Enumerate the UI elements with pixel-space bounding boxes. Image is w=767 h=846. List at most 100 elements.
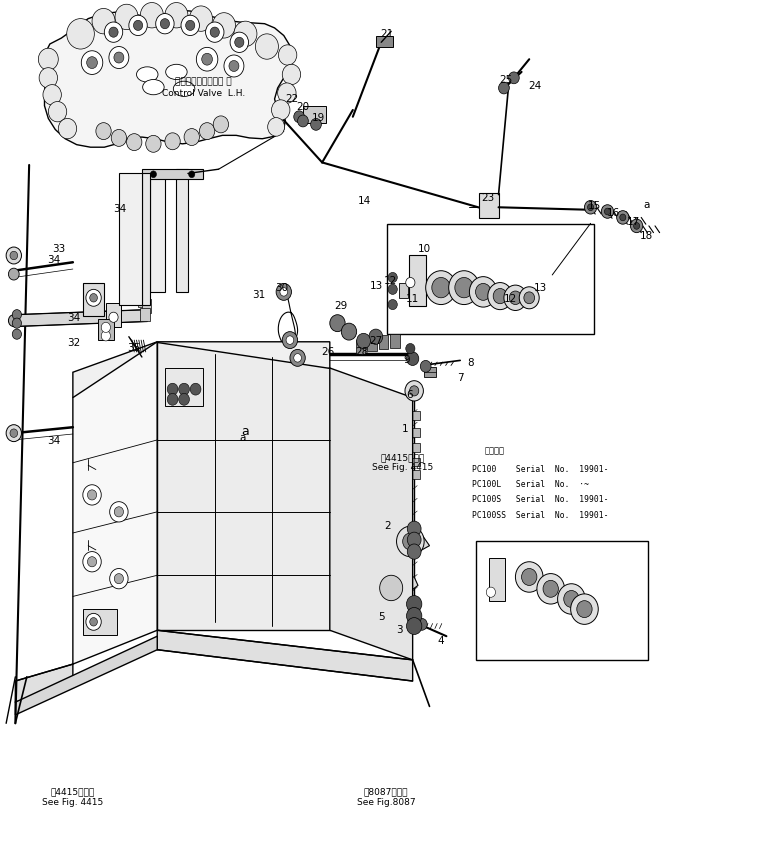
Circle shape (410, 386, 419, 396)
Circle shape (38, 48, 58, 70)
Circle shape (407, 532, 421, 547)
Circle shape (407, 607, 422, 624)
Circle shape (179, 393, 189, 405)
Circle shape (156, 14, 174, 34)
Circle shape (416, 618, 427, 630)
Text: 24: 24 (528, 81, 542, 91)
Circle shape (181, 15, 199, 36)
Circle shape (388, 272, 397, 283)
Text: PC100L   Serial  No.  ·~: PC100L Serial No. ·~ (472, 481, 589, 489)
Circle shape (290, 349, 305, 366)
Text: 33: 33 (52, 244, 66, 254)
Circle shape (127, 134, 142, 151)
Circle shape (432, 277, 450, 298)
Circle shape (420, 360, 431, 372)
Text: 30: 30 (275, 283, 288, 293)
Ellipse shape (143, 80, 164, 95)
Text: PC100S   Serial  No.  19901-: PC100S Serial No. 19901- (472, 496, 608, 504)
Circle shape (280, 288, 288, 296)
Text: コントロールバルブ 左: コントロールバルブ 左 (175, 78, 232, 86)
Text: 15: 15 (588, 201, 601, 212)
Bar (106, 303, 121, 327)
Circle shape (330, 315, 345, 332)
Circle shape (189, 171, 195, 178)
Circle shape (87, 57, 97, 69)
Text: 35: 35 (127, 343, 140, 353)
Circle shape (426, 271, 456, 305)
Circle shape (114, 507, 123, 517)
Bar (376, 36, 393, 47)
Circle shape (311, 118, 321, 130)
Bar (489, 558, 505, 601)
Circle shape (488, 283, 512, 310)
Circle shape (276, 283, 291, 300)
Bar (409, 428, 420, 437)
Circle shape (286, 336, 294, 344)
Circle shape (519, 287, 539, 309)
Circle shape (268, 118, 285, 136)
Bar (83, 283, 104, 316)
Circle shape (509, 291, 522, 305)
Ellipse shape (173, 81, 195, 96)
Circle shape (160, 19, 170, 29)
Circle shape (604, 208, 611, 215)
Circle shape (504, 285, 527, 310)
Bar (98, 319, 114, 340)
Bar (379, 335, 388, 349)
Circle shape (206, 22, 224, 42)
Text: 9: 9 (403, 355, 410, 365)
Circle shape (90, 618, 97, 626)
Polygon shape (42, 10, 291, 147)
Circle shape (380, 575, 403, 601)
Circle shape (146, 135, 161, 152)
Text: 34: 34 (47, 436, 61, 446)
Circle shape (278, 83, 296, 103)
Text: a: a (239, 433, 245, 443)
Text: 23: 23 (481, 193, 495, 203)
Circle shape (114, 574, 123, 584)
Circle shape (87, 557, 97, 567)
Bar (409, 443, 420, 452)
Polygon shape (142, 173, 150, 305)
Text: 20: 20 (296, 102, 310, 113)
Circle shape (12, 310, 21, 320)
Circle shape (12, 329, 21, 339)
Circle shape (92, 8, 115, 34)
Circle shape (558, 584, 585, 614)
Bar (424, 367, 436, 377)
Text: 31: 31 (252, 290, 266, 300)
Bar (476, 541, 648, 660)
Ellipse shape (137, 67, 158, 82)
Bar (387, 224, 594, 334)
Bar (409, 458, 420, 466)
Circle shape (67, 19, 94, 49)
Circle shape (6, 425, 21, 442)
Text: PC100SS  Serial  No.  19901-: PC100SS Serial No. 19901- (472, 511, 608, 519)
Circle shape (110, 502, 128, 522)
Bar (399, 283, 408, 298)
Bar (409, 470, 420, 479)
Circle shape (110, 569, 128, 589)
Polygon shape (157, 630, 413, 681)
Text: 13: 13 (534, 283, 548, 294)
Polygon shape (330, 368, 413, 660)
Text: 34: 34 (67, 313, 81, 323)
Circle shape (499, 82, 509, 94)
Circle shape (571, 594, 598, 624)
Circle shape (294, 111, 304, 123)
Polygon shape (119, 173, 142, 305)
Circle shape (229, 60, 239, 72)
Text: Control Valve  L.H.: Control Valve L.H. (162, 90, 245, 98)
Text: 10: 10 (417, 244, 431, 254)
Circle shape (8, 268, 19, 280)
Circle shape (515, 562, 543, 592)
Circle shape (407, 352, 419, 365)
Text: 34: 34 (47, 255, 61, 265)
Circle shape (255, 34, 278, 59)
Circle shape (388, 299, 397, 310)
Circle shape (8, 315, 19, 327)
Circle shape (81, 51, 103, 74)
Circle shape (577, 601, 592, 618)
Circle shape (210, 27, 219, 37)
Circle shape (90, 294, 97, 302)
